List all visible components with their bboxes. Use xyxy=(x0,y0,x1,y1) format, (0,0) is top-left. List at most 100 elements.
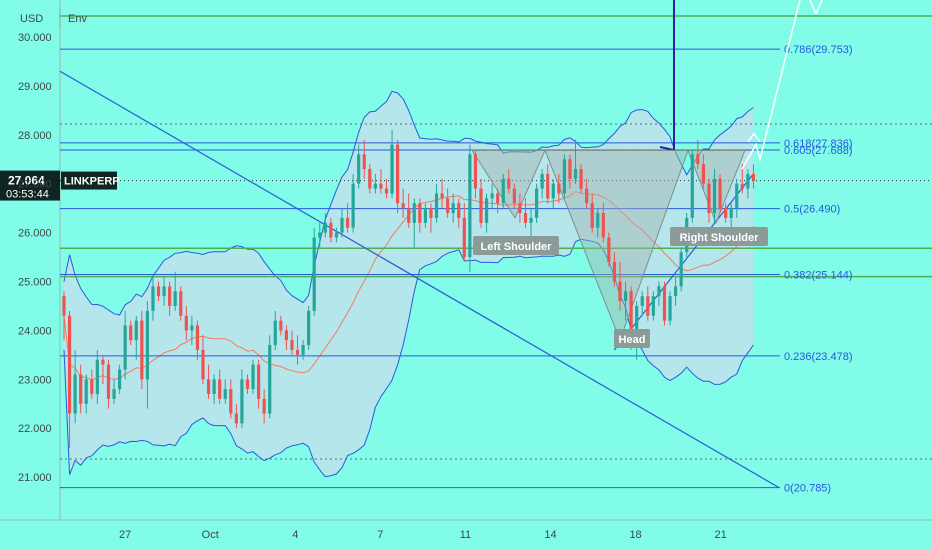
candle xyxy=(162,276,166,306)
symbol-tag: LINKPERP xyxy=(61,171,120,190)
candle xyxy=(62,291,66,341)
candle-body xyxy=(434,193,439,218)
candle-body xyxy=(440,193,444,199)
candle-body xyxy=(84,379,88,404)
candle-body xyxy=(273,320,277,346)
candle-body xyxy=(579,169,583,189)
candle-body xyxy=(312,237,316,311)
candle xyxy=(518,193,522,223)
candle xyxy=(134,315,138,360)
candle xyxy=(468,144,472,272)
candle-body xyxy=(173,291,177,306)
pattern-label-0: Left Shoulder xyxy=(473,236,559,255)
candle xyxy=(384,178,389,199)
candle-body xyxy=(490,193,494,199)
candle xyxy=(640,291,644,316)
candle xyxy=(173,271,177,311)
candle-body xyxy=(551,183,555,199)
candle xyxy=(662,281,667,326)
candle xyxy=(418,198,422,233)
fib-label-1: 0.618(27.836) xyxy=(784,138,853,150)
candle-body xyxy=(412,203,416,223)
y-tick-label: 21.000 xyxy=(18,472,52,484)
candle xyxy=(396,139,400,214)
candle xyxy=(262,389,266,424)
candle-body xyxy=(429,208,433,218)
candle xyxy=(540,169,544,199)
candle-body xyxy=(729,208,733,218)
candle xyxy=(657,281,661,306)
candle xyxy=(245,374,250,394)
candle xyxy=(90,369,94,399)
candle xyxy=(112,379,116,404)
candle-body xyxy=(123,325,127,370)
candle-body xyxy=(129,325,133,341)
candle xyxy=(390,129,394,199)
candle-body xyxy=(662,286,667,321)
candle xyxy=(145,301,149,409)
candle-body xyxy=(751,173,756,181)
fib-label-4: 0.382(25.144) xyxy=(784,269,853,281)
candle xyxy=(429,203,433,233)
candle xyxy=(295,335,300,365)
candle-body xyxy=(151,286,155,311)
overlay: Left Shoulder Head Right Shoulder 27.06403:… xyxy=(0,0,823,348)
y-tick-label: 23.000 xyxy=(18,374,52,386)
candle xyxy=(529,208,533,238)
y-tick-label: 28.000 xyxy=(18,130,52,142)
candle xyxy=(496,188,500,214)
candle-body xyxy=(201,349,205,380)
candle xyxy=(718,173,722,214)
candle-body xyxy=(612,261,617,282)
pattern-label-bg xyxy=(670,227,768,246)
candle-body xyxy=(190,325,194,331)
candle-body xyxy=(651,296,655,316)
candle-body xyxy=(557,183,561,194)
candle-body xyxy=(418,203,422,223)
pattern-label-text: Right Shoulder xyxy=(680,232,760,244)
candle xyxy=(106,359,111,409)
candle-body xyxy=(479,188,483,223)
y-tick-label: 29.000 xyxy=(18,81,52,93)
candle-body xyxy=(690,154,694,218)
candle xyxy=(573,139,578,184)
candle xyxy=(623,281,628,321)
candle-body xyxy=(67,315,72,414)
candle-body xyxy=(607,237,611,262)
currency-label: USD xyxy=(20,13,43,25)
candle xyxy=(729,203,733,228)
candle xyxy=(129,320,133,346)
candle-body xyxy=(640,296,644,306)
candle xyxy=(434,183,439,223)
candle xyxy=(156,281,161,302)
candle-body xyxy=(724,208,728,218)
candle xyxy=(357,144,361,189)
candle xyxy=(268,335,272,419)
candle-body xyxy=(735,183,739,209)
candle xyxy=(229,379,233,419)
candle-body xyxy=(95,359,99,394)
candle-body xyxy=(195,325,200,350)
candle-body xyxy=(229,389,233,414)
upper-band xyxy=(63,90,754,316)
candle xyxy=(284,325,288,350)
candle xyxy=(701,154,705,189)
pattern-label-text: Head xyxy=(619,334,646,346)
candle-body xyxy=(240,379,244,424)
candle-body xyxy=(101,359,105,365)
candle xyxy=(345,203,350,233)
candle-body xyxy=(329,222,333,238)
descending-trendline xyxy=(59,70,780,489)
fib-label-2: 0.605(27.688) xyxy=(784,145,853,157)
y-tick-label: 30.000 xyxy=(18,32,52,44)
candle-body xyxy=(390,144,394,194)
candle-body xyxy=(251,364,255,390)
candle-body xyxy=(234,413,238,424)
candle xyxy=(484,193,489,233)
candle-body xyxy=(295,349,300,355)
candle-body xyxy=(562,159,566,194)
pattern-label-bg xyxy=(473,236,559,255)
candle-body xyxy=(740,183,744,189)
candle-body xyxy=(279,320,283,331)
